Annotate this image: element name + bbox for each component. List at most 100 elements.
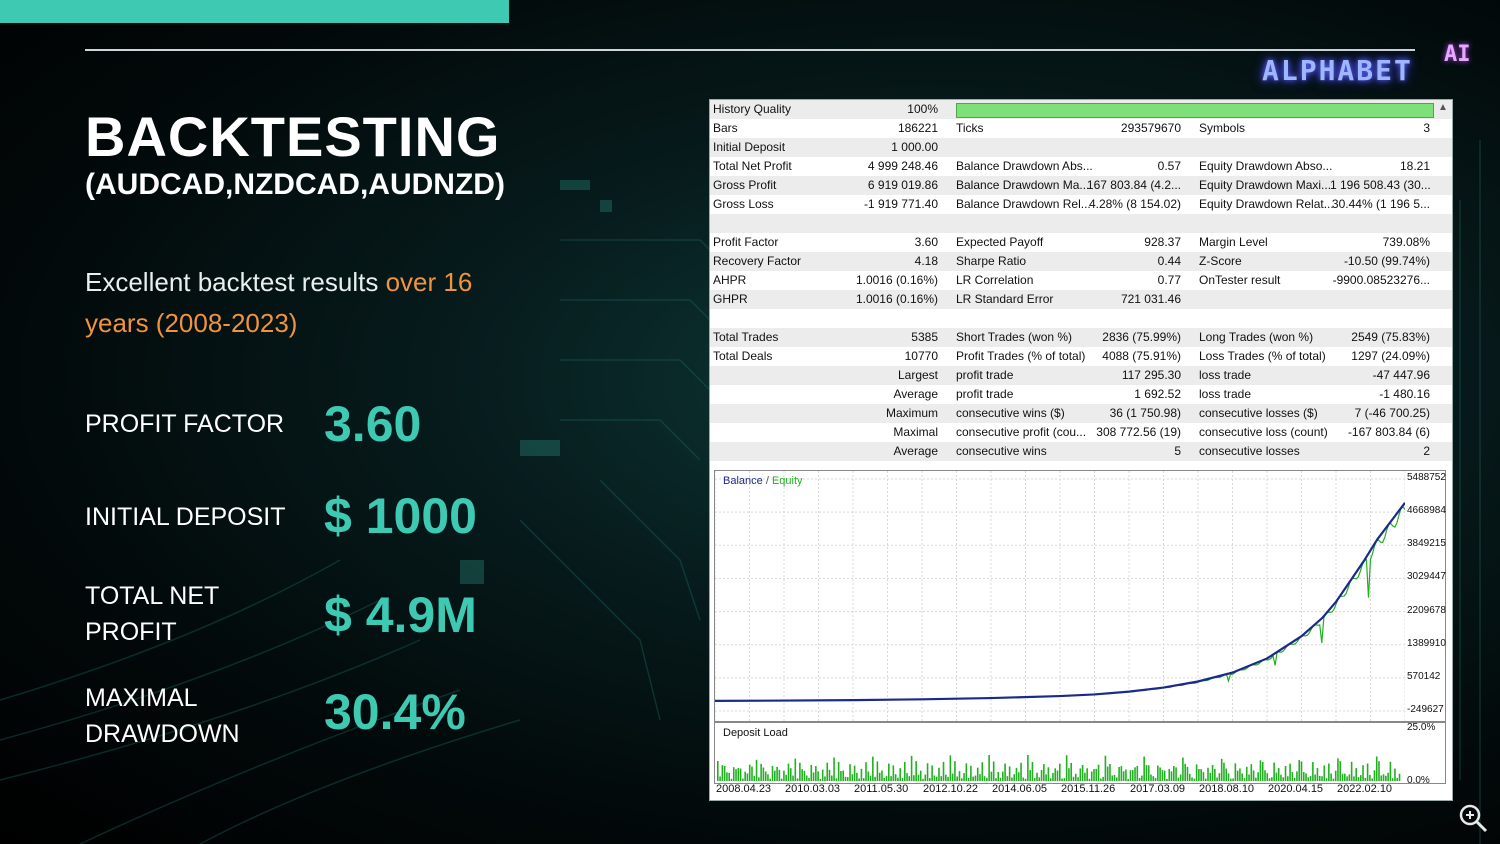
deposit-load-bar [828,769,831,781]
report-cell: Symbols [1199,121,1246,135]
metric-label-profit-factor: PROFIT FACTOR [85,410,285,438]
deposit-load-bar [1337,758,1339,781]
deposit-load-bar [1006,776,1009,781]
deposit-load-bar [1159,767,1161,781]
report-cell: loss trade [1199,387,1252,401]
deposit-load-bar [1102,776,1104,781]
report-row: History Quality 100% [710,100,1452,119]
deposit-load-bar [1002,771,1004,781]
deposit-load-bar [1314,774,1316,781]
deposit-load-bar [1081,764,1084,781]
deposit-load-bar [1138,777,1141,781]
report-cell: 739.08% [1382,235,1430,249]
report-cell: Equity Drawdown Maxi... [1199,178,1332,192]
deposit-load-bar [1316,767,1319,781]
deposit-load-bar [853,765,856,781]
deposit-load-bar [1065,755,1068,781]
deposit-load-bar [1373,770,1376,781]
deposit-load-bar [810,764,813,781]
deposit-load-bar [894,774,897,781]
zoom-in-icon[interactable] [1457,802,1489,834]
deposit-load-bar [1250,764,1253,781]
report-cell: 100% [907,102,938,116]
deposit-load-bar [1106,766,1109,781]
deposit-load-bar [1291,771,1294,781]
metric-value-initial-deposit: $ 1000 [324,488,477,544]
deposit-load-bar [1387,772,1389,781]
deposit-load-bar [876,761,879,781]
deposit-load-bar [890,776,892,781]
deposit-load-bar [789,768,792,781]
deposit-load-bar [1389,761,1392,781]
report-cell: -10.50 (99.74%) [1343,254,1430,268]
deposit-load-bar [992,761,995,781]
deposit-load-bar [1161,770,1164,781]
deposit-load-bar [1015,767,1018,781]
y-tick-label: 1389910 [1407,637,1446,649]
deposit-load-bar [897,777,899,781]
deposit-load-bar [1168,768,1171,781]
balance-equity-plot [714,471,1406,721]
report-cell: History Quality [713,102,792,116]
deposit-load-bar [915,761,917,781]
deposit-load-bar [780,778,783,781]
deposit-load-bar [933,775,936,781]
report-cell: 5 [1174,444,1181,458]
deposit-load-bar [1328,763,1330,781]
report-cell: 1 196 508.43 (30... [1330,178,1430,192]
deposit-load-bar [983,776,986,781]
deposit-load-bar [926,763,929,781]
deposit-load-bar [730,778,733,781]
deposit-load-bar [732,767,735,781]
report-cell: Average [893,444,938,458]
report-cell: -1 480.16 [1379,387,1430,401]
deposit-load-bar [892,765,895,781]
deposit-load-bar [1339,761,1342,781]
deposit-load-bar [831,775,833,781]
deposit-load-bar [1355,768,1357,781]
deposit-load-bar [1157,765,1159,781]
report-cell: 3 [1423,121,1430,135]
report-cell: 7 (-46 700.25) [1354,406,1430,420]
deposit-load-bar [769,778,772,781]
metric-label-total-net-profit: TOTAL NET PROFIT [85,582,219,646]
report-cell: Gross Loss [713,197,774,211]
deposit-load-bar [1330,773,1332,781]
deposit-load-bar [935,776,938,781]
deposit-load-bar [1318,775,1321,781]
deposit-load-bar [1241,773,1243,781]
deposit-load-bar [774,770,776,781]
deposit-load-bar [851,774,854,781]
deposit-load-bar [1072,776,1075,781]
deposit-load-bar [903,761,906,781]
deposit-load-bar [748,764,751,781]
report-cell: 0.77 [1157,273,1181,287]
report-cell: Margin Level [1199,235,1268,249]
deposit-load-bar [1202,772,1205,781]
report-row: GHPR 1.0016 (0.16%) LR Standard Error 721 0… [710,290,1452,309]
report-cell: 928.37 [1144,235,1181,249]
report-cell: Gross Profit [713,178,777,192]
deposit-load-bar [1364,777,1367,781]
deposit-load-bar [997,771,1000,781]
report-cell: LR Correlation [956,273,1034,287]
x-tick-label: 2012.10.22 [923,783,979,795]
report-cell: consecutive wins ($) [956,406,1065,420]
x-tick-label: 2018.08.10 [1199,783,1255,795]
deposit-load-bar [860,768,863,781]
scroll-up-icon[interactable]: ▲ [1438,102,1448,113]
deposit-load-bar [824,776,826,781]
deposit-load-bar [1134,767,1136,781]
deposit-load-bar [1248,774,1250,781]
report-cell: Largest [897,368,938,382]
deposit-load-bar [942,761,945,781]
report-cell: 721 031.46 [1120,292,1181,306]
deposit-load-bar [849,764,851,781]
deposit-load-bar [970,765,972,781]
deposit-load-bar [1188,773,1191,781]
deposit-load-bar [1259,760,1262,781]
deposit-load-bar [1232,778,1234,781]
balance-equity-chart: Balance / Equity [714,470,1446,722]
deposit-load-bar [1371,778,1373,781]
deposit-load-bar [1266,773,1269,781]
